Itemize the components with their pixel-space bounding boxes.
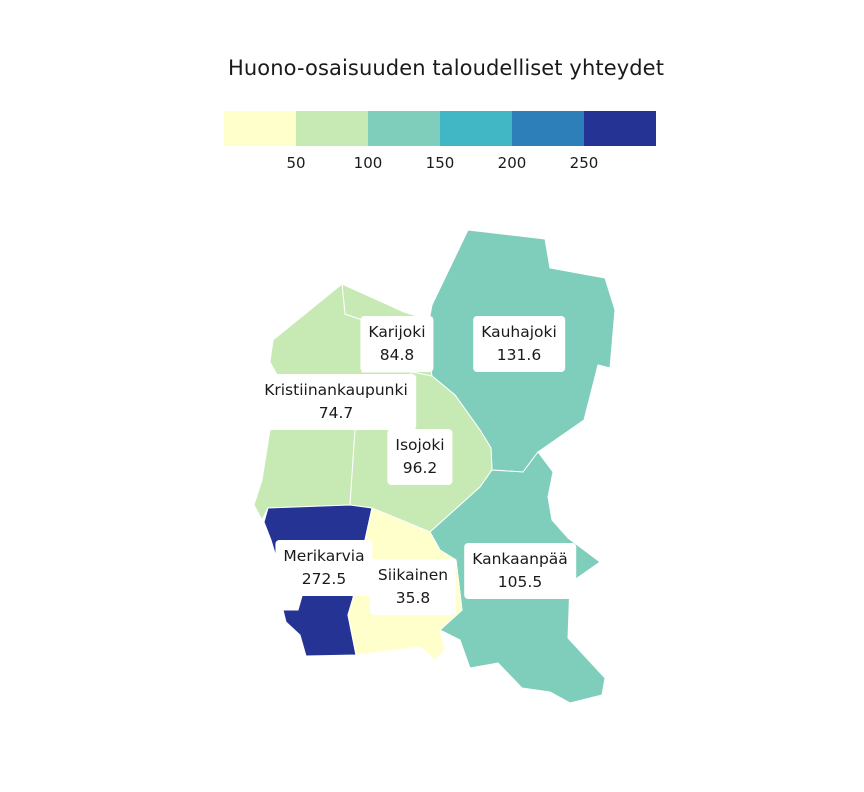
label-siikainen-value: 35.8 — [395, 589, 431, 607]
legend-ticks: 50 100 150 200 250 — [224, 154, 656, 174]
label-siikainen: Siikainen 35.8 — [369, 559, 457, 615]
label-isojoki: Isojoki 96.2 — [387, 429, 453, 485]
legend-tick-200: 200 — [497, 154, 527, 172]
label-kankaanpaa-name: Kankaanpää — [472, 550, 568, 568]
legend-swatch-200-250 — [512, 111, 584, 146]
label-kankaanpaa: Kankaanpää 105.5 — [464, 543, 576, 599]
label-kristiinankaupunki-name: Kristiinankaupunki — [264, 381, 408, 399]
legend-swatch-0-50 — [224, 111, 296, 146]
legend-swatch-50-100 — [296, 111, 368, 146]
legend-tick-150: 150 — [425, 154, 455, 172]
legend-tick-250: 250 — [569, 154, 599, 172]
label-karijoki-value: 84.8 — [379, 346, 415, 364]
label-karijoki: Karijoki 84.8 — [360, 316, 434, 372]
legend-swatch-250-plus — [584, 111, 656, 146]
legend-swatch-100-150 — [368, 111, 440, 146]
map-title: Huono-osaisuuden taloudelliset yhteydet — [227, 56, 665, 80]
label-merikarvia-value: 272.5 — [301, 570, 347, 588]
label-kauhajoki: Kauhajoki 131.6 — [473, 316, 565, 372]
label-kauhajoki-value: 131.6 — [496, 346, 542, 364]
legend-tick-100: 100 — [353, 154, 383, 172]
label-kankaanpaa-value: 105.5 — [497, 573, 543, 591]
label-isojoki-name: Isojoki — [395, 436, 445, 454]
label-isojoki-value: 96.2 — [402, 459, 438, 477]
label-merikarvia: Merikarvia 272.5 — [275, 540, 373, 596]
color-legend — [224, 111, 656, 146]
label-kristiinankaupunki-value: 74.7 — [318, 404, 354, 422]
label-karijoki-name: Karijoki — [368, 323, 426, 341]
label-merikarvia-name: Merikarvia — [283, 547, 365, 565]
label-kauhajoki-name: Kauhajoki — [481, 323, 557, 341]
legend-tick-50: 50 — [286, 154, 306, 172]
legend-swatch-150-200 — [440, 111, 512, 146]
label-siikainen-name: Siikainen — [377, 566, 449, 584]
label-kristiinankaupunki: Kristiinankaupunki 74.7 — [256, 374, 416, 430]
